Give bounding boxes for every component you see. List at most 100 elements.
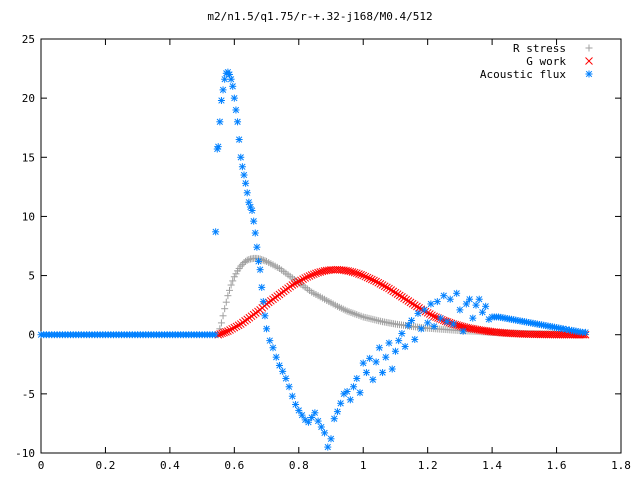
marker-stroke (506, 329, 515, 338)
marker-stroke (292, 401, 299, 408)
marker-stroke (526, 330, 535, 339)
data-point (365, 274, 374, 283)
marker-stroke (344, 267, 353, 275)
data-point (253, 243, 261, 251)
marker-stroke (434, 298, 441, 305)
data-point (414, 309, 422, 317)
marker-stroke (232, 106, 240, 114)
data-point (362, 369, 370, 377)
marker-stroke (347, 396, 354, 403)
data-point (232, 270, 240, 278)
data-point (395, 291, 404, 300)
data-point (417, 325, 425, 333)
legend-marker (585, 70, 593, 78)
marker-stroke (230, 323, 239, 332)
marker-stroke (305, 272, 314, 280)
marker-stroke (348, 268, 357, 276)
data-point (259, 256, 267, 264)
data-point (366, 354, 374, 362)
y-tick-label: 25 (22, 33, 35, 46)
x-tick-label: 0.6 (224, 459, 244, 472)
marker-stroke (234, 321, 243, 330)
marker-stroke (518, 330, 527, 338)
data-point (388, 365, 396, 373)
marker-stroke (456, 322, 465, 330)
data-point (234, 118, 242, 126)
data-point (413, 302, 421, 311)
x-tick-label: 0.4 (160, 459, 180, 472)
marker-stroke (252, 229, 259, 237)
marker-stroke (228, 324, 237, 333)
data-point (404, 297, 413, 305)
marker-stroke (244, 189, 251, 196)
data-point (433, 298, 441, 306)
marker-stroke (425, 310, 434, 318)
marker-stroke (502, 329, 511, 337)
marker-stroke (299, 275, 307, 283)
marker-stroke (459, 328, 467, 335)
marker-stroke (289, 393, 296, 400)
data-point (229, 277, 237, 285)
marker-stroke (236, 136, 243, 143)
marker-stroke (437, 315, 444, 322)
marker-stroke (248, 207, 256, 214)
data-point (238, 163, 246, 171)
marker-stroke (247, 203, 254, 211)
marker-stroke (359, 271, 368, 280)
data-point (255, 257, 262, 265)
marker-stroke (421, 306, 428, 314)
marker-stroke (232, 322, 241, 331)
marker-stroke (389, 287, 398, 296)
x-tick-label: 1.8 (611, 459, 631, 472)
marker-stroke (311, 409, 319, 416)
marker-stroke (408, 317, 415, 324)
data-point (237, 262, 245, 270)
data-point (290, 279, 299, 288)
marker-stroke (472, 301, 480, 309)
data-point (242, 179, 250, 187)
marker-stroke (350, 383, 357, 390)
marker-stroke (453, 290, 460, 297)
data-point (379, 369, 387, 377)
marker-stroke (406, 298, 415, 307)
data-point (314, 268, 322, 277)
axes: 0 0.2 0.4 0.6 0.8 1 1.2 1.4 1.6 1.8 -10 -5 0 5 10 15 20 2… (15, 33, 631, 472)
marker-stroke (424, 319, 431, 327)
x-tick-label: 1 (360, 459, 367, 472)
marker-stroke (405, 322, 412, 329)
data-point (269, 344, 277, 352)
marker-stroke (298, 411, 306, 419)
marker-stroke (308, 414, 315, 421)
marker-stroke (363, 273, 372, 282)
marker-stroke (585, 57, 593, 65)
data-point (359, 359, 367, 367)
marker-stroke (563, 326, 570, 333)
data-point (316, 268, 325, 276)
marker-stroke (352, 269, 361, 278)
marker-stroke (335, 266, 344, 274)
data-point (224, 292, 232, 300)
data-point (312, 269, 320, 278)
marker-stroke (382, 354, 389, 361)
marker-stroke (530, 330, 539, 339)
marker-stroke (469, 315, 476, 322)
data-point (243, 189, 251, 197)
data-point (251, 229, 259, 237)
data-point (391, 347, 399, 355)
marker-stroke (534, 330, 543, 339)
x-tick-label: 0 (38, 459, 45, 472)
marker-stroke (385, 284, 393, 293)
data-point (440, 292, 448, 300)
marker-stroke (508, 329, 517, 338)
data-point (256, 266, 264, 274)
data-point (242, 257, 250, 265)
data-point (478, 308, 486, 316)
data-point (288, 281, 297, 289)
marker-stroke (528, 330, 537, 339)
marker-stroke (221, 76, 228, 83)
data-point (305, 272, 314, 280)
data-point (258, 256, 266, 264)
marker-stroke (411, 336, 418, 343)
marker-stroke (216, 118, 223, 125)
marker-stroke (331, 415, 338, 422)
